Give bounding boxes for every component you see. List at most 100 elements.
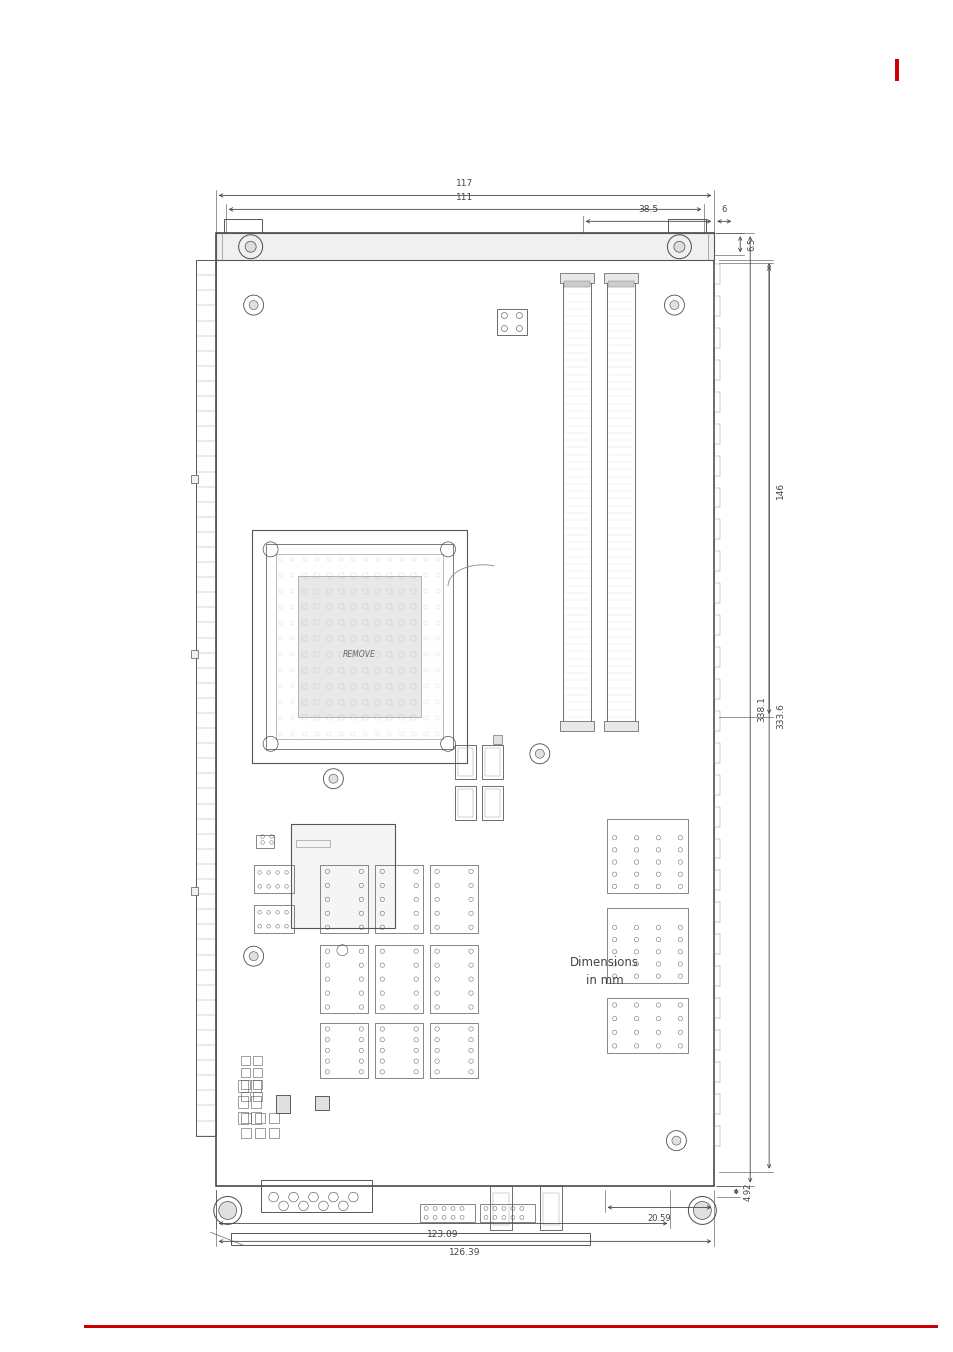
Bar [375,684,379,688]
Bar [291,637,294,641]
Bar [302,699,307,704]
Bar [237,1095,248,1107]
Bar [375,588,379,594]
Bar [436,637,439,641]
Bar [338,604,343,610]
Bar [411,652,416,657]
Bar [411,668,416,673]
Bar [327,731,331,735]
Bar [493,735,501,744]
Bar [387,668,392,673]
Bar [278,653,282,656]
Bar [436,717,439,719]
Bar [302,637,307,641]
Bar [559,273,593,283]
Bar [260,1179,372,1213]
Bar [399,699,404,704]
Bar [253,1092,261,1101]
Circle shape [249,952,258,961]
Bar [387,637,392,641]
Bar [314,637,319,641]
Bar [714,775,720,795]
Text: 6: 6 [720,206,726,215]
Bar [255,834,274,849]
Bar [375,731,379,735]
Bar [314,699,319,704]
Bar [399,573,404,577]
Bar [430,945,477,1013]
Bar [240,1128,251,1137]
Bar [436,700,439,704]
Bar [326,573,332,577]
Bar [436,621,439,625]
Bar [269,1128,278,1137]
Text: 6.5: 6.5 [746,238,756,251]
Bar [291,573,294,577]
Bar [424,669,427,672]
Bar [338,621,343,625]
Circle shape [249,300,258,310]
Bar [351,699,355,704]
Bar [302,573,307,577]
Bar [603,273,637,283]
Bar [278,731,282,735]
Bar [302,684,307,688]
Bar [351,715,355,721]
Bar [493,1194,508,1225]
Bar [375,699,379,704]
Circle shape [671,1136,680,1145]
Bar [411,604,416,610]
Bar [399,588,404,594]
Bar [338,588,343,594]
Bar [436,731,439,735]
Bar [320,865,368,933]
Bar [479,1205,535,1222]
Text: 20.59: 20.59 [647,1214,671,1224]
Bar [351,604,355,610]
Bar [436,653,439,656]
Bar [411,715,416,721]
Circle shape [535,749,544,758]
Circle shape [329,775,337,783]
Bar [714,934,720,955]
Bar [326,652,332,657]
Bar [195,260,215,1136]
Bar [363,731,367,735]
Bar [291,557,294,561]
Bar [436,684,439,688]
Bar [326,684,332,688]
Bar [399,684,404,688]
Bar [362,621,368,625]
Bar [254,1128,264,1137]
Bar [291,589,294,594]
Bar [362,684,368,688]
Bar [291,700,294,704]
Bar [399,604,404,610]
Bar [412,557,416,561]
Bar [191,887,197,895]
Bar [606,998,688,1053]
Bar [714,423,720,443]
Bar [375,652,379,657]
Bar [251,1095,260,1107]
Bar [278,573,282,577]
Bar [237,1111,248,1124]
Bar [338,668,343,673]
Bar [278,557,282,561]
Bar [424,621,427,625]
Bar [714,392,720,412]
Bar [481,786,502,819]
Bar [351,621,355,625]
Bar [291,669,294,672]
Bar [240,1056,250,1065]
Bar [714,902,720,922]
Bar [424,717,427,719]
Text: REMOVE: REMOVE [342,650,375,658]
Bar [375,621,379,625]
Bar [224,219,261,234]
Bar [362,588,368,594]
Bar [399,637,404,641]
Bar [278,606,282,608]
Bar [387,715,392,721]
Bar [278,700,282,704]
